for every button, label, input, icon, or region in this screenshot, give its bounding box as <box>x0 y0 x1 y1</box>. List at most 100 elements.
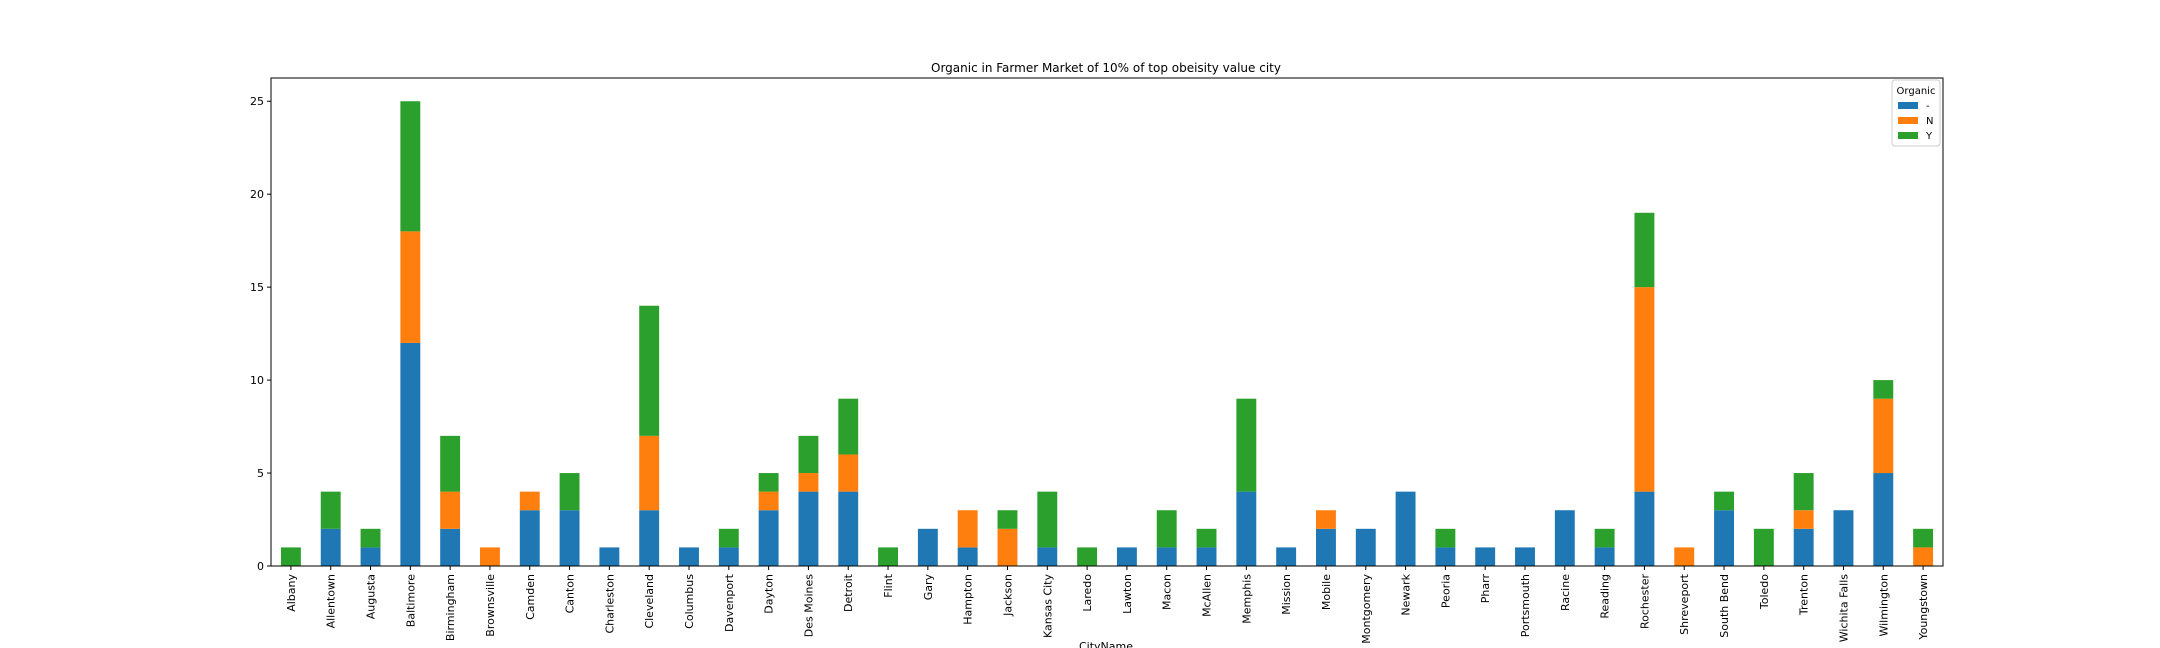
bar-montgomery-series-0 <box>1355 528 1376 566</box>
x-tick-label: Allentown <box>325 574 338 628</box>
x-tick-label: Wichita Falls <box>1837 574 1850 642</box>
bar-mcallen-series-2 <box>1196 528 1217 548</box>
bar-allentown-series-2 <box>320 491 341 529</box>
bar-dayton-series-2 <box>758 473 779 492</box>
bar-flint-series-2 <box>878 547 898 566</box>
bar-youngstown-series-2 <box>1913 528 1934 548</box>
y-tick-label: 10 <box>250 374 264 387</box>
bar-trenton-series-0 <box>1793 528 1814 566</box>
x-tick-label: Shreveport <box>1678 573 1691 635</box>
bar-laredo-series-2 <box>1077 547 1098 566</box>
bar-augusta-series-0 <box>360 547 381 566</box>
bar-detroit-series-0 <box>838 491 859 566</box>
x-tick-label: Rochester <box>1638 574 1651 629</box>
bar-cleveland-series-0 <box>639 510 660 566</box>
x-tick-label: Birmingham <box>444 574 457 641</box>
x-tick-label: Davenport <box>723 573 736 632</box>
chart-title: Organic in Farmer Market of 10% of top o… <box>931 61 1281 75</box>
x-tick-label: Lawton <box>1121 574 1134 614</box>
bar-portsmouth-series-0 <box>1515 547 1535 566</box>
x-tick-label: Memphis <box>1240 574 1253 624</box>
bar-columbus-series-0 <box>679 547 699 566</box>
bar-allentown-series-0 <box>320 528 341 566</box>
bar-des-moines-series-1 <box>798 473 819 492</box>
x-tick-label: Camden <box>524 574 537 620</box>
x-tick-label: Cleveland <box>643 574 656 629</box>
x-tick-label: Mission <box>1280 574 1293 615</box>
x-axis-label: CityName <box>1079 640 1133 648</box>
legend-swatch-2 <box>1898 132 1918 139</box>
x-tick-label: Brownsville <box>484 574 497 637</box>
y-tick-label: 15 <box>250 281 264 294</box>
x-tick-label: Kansas City <box>1041 574 1054 638</box>
bar-rochester-series-2 <box>1634 212 1655 288</box>
bar-jackson-series-2 <box>997 510 1018 529</box>
bar-mcallen-series-0 <box>1196 547 1217 566</box>
bar-charleston-series-0 <box>599 547 620 566</box>
bar-birmingham-series-2 <box>440 435 461 492</box>
x-tick-label: Columbus <box>683 574 696 629</box>
legend-label-0: - <box>1926 101 1930 112</box>
plot-frame <box>270 77 1944 567</box>
x-axis: Albany Allentown Augusta Baltimore Birmingha… <box>285 566 1930 644</box>
bar-mobile-series-0 <box>1316 528 1336 566</box>
x-tick-label: Hampton <box>962 574 975 625</box>
bar-baltimore-series-0 <box>400 342 421 566</box>
x-tick-label: McAllen <box>1201 574 1214 617</box>
bar-toledo-series-2 <box>1753 528 1774 566</box>
bar-detroit-series-1 <box>838 454 859 492</box>
x-tick-label: Canton <box>564 574 577 613</box>
bar-peoria-series-0 <box>1435 547 1456 566</box>
bars-group <box>280 101 1934 566</box>
x-tick-label: Jackson <box>1001 574 1014 617</box>
x-tick-label: Detroit <box>842 573 855 612</box>
legend-swatch-1 <box>1898 117 1918 124</box>
x-tick-label: Augusta <box>365 574 378 619</box>
bar-trenton-series-2 <box>1793 473 1814 511</box>
x-tick-label: Trenton <box>1798 574 1811 616</box>
legend-title: Organic <box>1897 86 1936 97</box>
bar-racine-series-0 <box>1554 510 1575 566</box>
y-tick-label: 20 <box>250 188 264 201</box>
bar-youngstown-series-1 <box>1913 547 1934 566</box>
x-tick-label: Toledo <box>1758 574 1771 610</box>
x-tick-label: Portsmouth <box>1519 574 1532 637</box>
x-tick-label: Laredo <box>1081 574 1094 612</box>
bar-hampton-series-0 <box>957 547 978 566</box>
x-tick-label: Flint <box>882 573 895 597</box>
bar-reading-series-2 <box>1594 528 1615 548</box>
x-tick-label: Reading <box>1599 574 1612 619</box>
x-tick-label: Baltimore <box>404 574 417 627</box>
bar-des-moines-series-0 <box>798 491 819 566</box>
legend-box <box>1891 79 1941 147</box>
bar-hampton-series-1 <box>957 510 978 548</box>
y-axis: 0 5 10 15 20 25 <box>250 95 271 573</box>
bar-macon-series-0 <box>1156 547 1177 566</box>
bar-peoria-series-2 <box>1435 528 1456 548</box>
x-tick-label: Mobile <box>1320 574 1333 610</box>
bar-pharr-series-0 <box>1475 547 1496 566</box>
bar-kansas-city-series-0 <box>1037 547 1058 566</box>
x-tick-label: Charleston <box>603 574 616 634</box>
bar-wilmington-series-1 <box>1873 398 1894 474</box>
bar-albany-series-2 <box>280 547 301 566</box>
bar-davenport-series-0 <box>718 547 739 566</box>
bar-birmingham-series-0 <box>440 528 461 566</box>
y-tick-label: 5 <box>257 467 264 480</box>
bar-davenport-series-2 <box>718 528 739 548</box>
bar-baltimore-series-1 <box>400 231 421 343</box>
legend-swatch-0 <box>1898 102 1918 109</box>
x-tick-label: Gary <box>922 574 935 601</box>
bar-canton-series-2 <box>559 473 580 511</box>
bar-cleveland-series-2 <box>639 305 660 436</box>
x-tick-label: Pharr <box>1479 574 1492 604</box>
x-tick-label: Macon <box>1161 574 1174 610</box>
x-tick-label: Peoria <box>1439 574 1452 608</box>
x-tick-label: Albany <box>285 574 298 612</box>
bar-rochester-series-1 <box>1634 287 1655 492</box>
bar-canton-series-0 <box>559 510 580 566</box>
bar-south-bend-series-2 <box>1714 491 1734 511</box>
bar-wichita-falls-series-0 <box>1833 510 1854 566</box>
bar-dayton-series-0 <box>758 510 779 566</box>
